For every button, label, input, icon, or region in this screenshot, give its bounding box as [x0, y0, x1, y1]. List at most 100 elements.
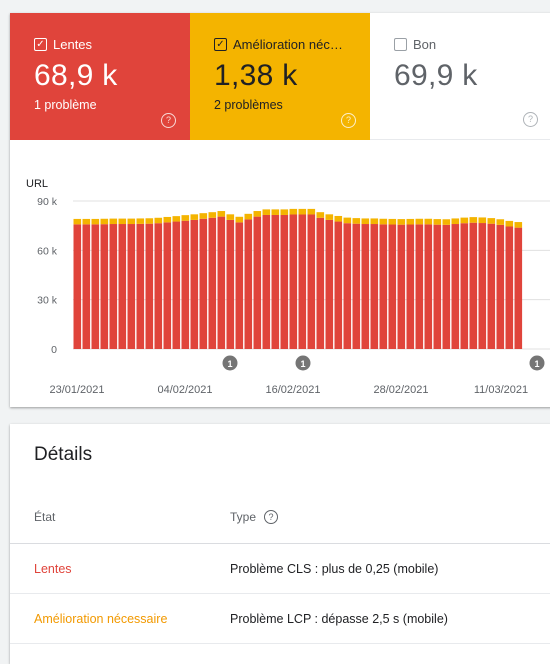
- bar-slow: [91, 224, 100, 349]
- bar-slow: [118, 224, 127, 349]
- bar-slow: [235, 222, 244, 349]
- bar-slow: [307, 214, 316, 349]
- x-tick-label: 28/02/2021: [373, 384, 428, 396]
- bar-needs-improvement: [298, 208, 307, 215]
- bar-slow: [136, 223, 145, 349]
- bar-slow: [442, 224, 451, 349]
- bar-slow: [415, 224, 424, 349]
- bar-slow: [127, 224, 136, 349]
- bar-needs-improvement: [451, 218, 460, 225]
- bar-needs-improvement: [370, 218, 379, 225]
- bar-needs-improvement: [352, 218, 361, 224]
- tile-needs-label: Amélioration néc…: [233, 37, 343, 52]
- bar-needs-improvement: [253, 211, 262, 217]
- tile-good[interactable]: Bon 69,9 k ?: [370, 13, 550, 140]
- url-chart: URL 90 k 60 k 30 k 0 1 1 1 23/01/2021 04/02/2021 1…: [26, 178, 550, 396]
- bar-slow: [253, 216, 262, 349]
- bar-slow: [361, 224, 370, 349]
- bar-needs-improvement: [316, 212, 325, 218]
- check-icon[interactable]: ✓: [34, 38, 47, 51]
- bar-needs-improvement: [82, 218, 91, 225]
- annotation-label: 1: [534, 359, 539, 369]
- bar-slow: [352, 223, 361, 349]
- checkbox-unchecked-icon[interactable]: [394, 38, 407, 51]
- bar-slow: [487, 223, 496, 349]
- bar-slow: [217, 216, 226, 349]
- x-tick-label: 23/01/2021: [49, 384, 104, 396]
- bar-slow: [190, 219, 199, 349]
- bar-needs-improvement: [388, 218, 397, 225]
- bar-needs-improvement: [496, 219, 505, 225]
- bar-needs-improvement: [460, 217, 469, 224]
- tile-needs-improvement[interactable]: ✓ Amélioration néc… 1,38 k 2 problèmes ?: [190, 13, 370, 140]
- bar-needs-improvement: [433, 219, 442, 225]
- column-type-label: Type: [230, 510, 257, 524]
- bar-needs-improvement: [379, 218, 388, 225]
- annotation-label: 1: [300, 359, 305, 369]
- bar-slow: [388, 224, 397, 349]
- bar-slow: [280, 214, 289, 349]
- y-axis-label: URL: [26, 178, 48, 190]
- table-row[interactable]: Lentes Problème CLS : plus de 0,25 (mobi…: [10, 544, 550, 594]
- tile-slow-label: Lentes: [53, 37, 93, 52]
- tile-slow[interactable]: ✓ Lentes 68,9 k 1 problème ?: [10, 13, 190, 140]
- bar-needs-improvement: [505, 220, 514, 227]
- bar-needs-improvement: [73, 218, 82, 225]
- bar-slow: [370, 224, 379, 349]
- bar-slow: [109, 224, 118, 349]
- bar-slow: [199, 218, 208, 349]
- bar-slow: [145, 223, 154, 349]
- bar-needs-improvement: [91, 218, 100, 225]
- bar-needs-improvement: [199, 213, 208, 219]
- bar-slow: [316, 217, 325, 349]
- summary-card: ✓ Lentes 68,9 k 1 problème ? ✓ Améliorat…: [10, 13, 550, 407]
- help-circle-icon[interactable]: ?: [264, 510, 279, 524]
- bar-needs-improvement: [154, 217, 163, 224]
- bar-slow: [379, 224, 388, 349]
- column-state-label: État: [34, 510, 56, 524]
- bar-slow: [181, 220, 190, 349]
- row-state: Lentes: [34, 562, 72, 576]
- bar-needs-improvement: [163, 216, 172, 223]
- bar-needs-improvement: [397, 219, 406, 225]
- bar-needs-improvement: [217, 211, 226, 217]
- tile-needs-value: 1,38 k: [214, 59, 298, 92]
- bar-needs-improvement: [172, 216, 181, 222]
- bar-needs-improvement: [289, 208, 298, 215]
- bar-needs-improvement: [271, 209, 280, 215]
- column-header-state[interactable]: État: [34, 510, 55, 524]
- bar-needs-improvement: [109, 218, 118, 225]
- bar-slow: [397, 224, 406, 349]
- annotation-marker: [295, 355, 311, 371]
- bar-slow: [433, 224, 442, 349]
- annotation-label: 1: [227, 359, 232, 369]
- tile-slow-sub: 1 problème: [34, 98, 97, 112]
- row-type: Problème CLS : plus de 0,25 (mobile): [230, 562, 439, 576]
- table-row[interactable]: Amélioration nécessaire Problème LCP : d…: [10, 594, 550, 644]
- bar-needs-improvement: [127, 218, 136, 225]
- bar-needs-improvement: [478, 217, 487, 224]
- bar-needs-improvement: [190, 214, 199, 220]
- help-circle-icon[interactable]: ?: [341, 113, 356, 128]
- bar-needs-improvement: [208, 212, 217, 218]
- bar-needs-improvement: [424, 218, 433, 225]
- bar-slow: [478, 223, 487, 349]
- bar-needs-improvement: [307, 208, 316, 215]
- bar-slow: [505, 226, 514, 349]
- bar-slow: [271, 214, 280, 349]
- tile-needs-sub: 2 problèmes: [214, 98, 283, 112]
- bar-needs-improvement: [361, 218, 370, 225]
- tile-needs-header: ✓ Amélioration néc…: [214, 37, 370, 52]
- help-circle-icon[interactable]: ?: [523, 112, 538, 127]
- bar-needs-improvement: [100, 218, 109, 225]
- check-icon[interactable]: ✓: [214, 38, 227, 51]
- column-header-type[interactable]: Type ?: [230, 510, 279, 524]
- bar-slow: [343, 223, 352, 349]
- bar-needs-improvement: [406, 218, 415, 225]
- help-circle-icon[interactable]: ?: [161, 113, 176, 128]
- bar-slow: [172, 221, 181, 349]
- x-tick-label: 11/03/2021: [474, 384, 528, 396]
- bar-slow: [424, 224, 433, 349]
- bar-slow: [226, 219, 235, 349]
- bar-slow: [460, 223, 469, 349]
